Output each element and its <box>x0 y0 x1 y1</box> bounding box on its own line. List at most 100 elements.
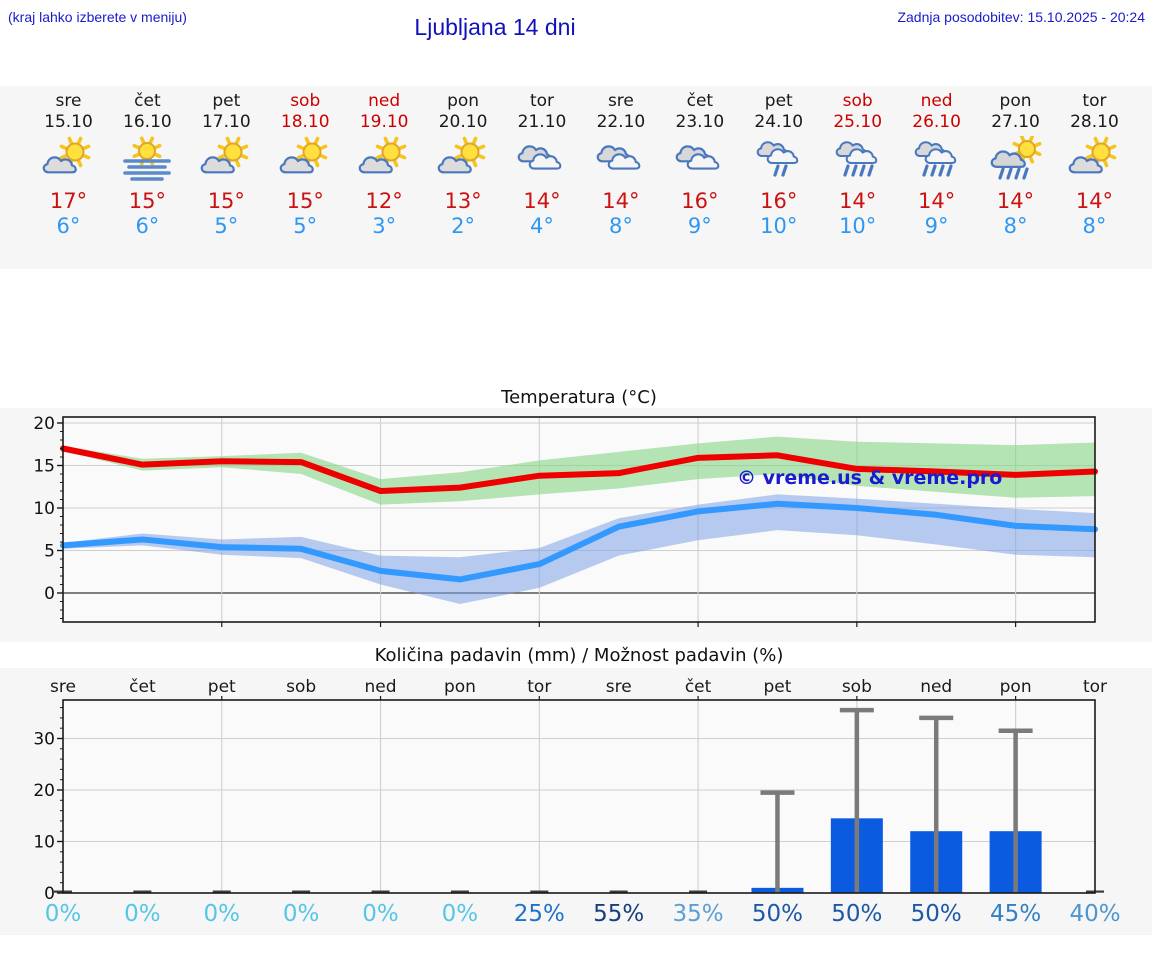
day-date: 16.10 <box>123 112 172 132</box>
precip-day-label: sob <box>286 677 316 697</box>
forecast-day-column: pon 20.10 13° 2° <box>424 86 503 269</box>
sun-fog-icon <box>108 136 187 184</box>
day-date: 24.10 <box>754 112 804 132</box>
temp-high: 15° <box>128 189 166 213</box>
precip-probability-label: 0% <box>362 901 399 927</box>
temp-high: 14° <box>602 189 640 213</box>
svg-text:10: 10 <box>33 499 55 519</box>
precip-probability-label: 0% <box>45 901 82 927</box>
precip-day-label: pon <box>1000 677 1032 697</box>
precip-day-label: pet <box>208 677 236 697</box>
sun-cloud-rain-icon <box>976 134 1055 184</box>
day-name: sob <box>290 91 321 111</box>
forecast-day-column: pet 17.10 15° 5° <box>187 86 266 269</box>
temp-high: 16° <box>760 189 798 213</box>
temp-high: 13° <box>444 189 482 213</box>
precip-day-label: tor <box>527 677 551 697</box>
clouds-rain-4-icon <box>818 136 897 184</box>
day-date: 27.10 <box>991 112 1040 132</box>
temperature-chart-title: Temperatura (°C) <box>501 387 657 408</box>
day-name: pet <box>764 91 793 111</box>
forecast-day-column: sre 22.10 14° 8° <box>581 86 660 269</box>
temp-high: 14° <box>523 189 561 213</box>
location-hint-note: (kraj lahko izberete v meniju) <box>8 9 187 25</box>
watermark: © vreme.us & vreme.pro <box>737 467 1002 489</box>
day-name: čet <box>134 91 161 111</box>
forecast-day-column: ned 26.10 14° 9° <box>897 86 976 269</box>
day-date: 23.10 <box>675 112 725 132</box>
precipitation-chart-title: Količina padavin (mm) / Možnost padavin … <box>374 645 784 666</box>
clouds-icon <box>581 136 660 184</box>
sun-cloud-icon <box>266 136 345 184</box>
sun-cloud-icon <box>424 136 503 184</box>
precip-day-label: ned <box>920 677 952 697</box>
precip-probability-label: 35% <box>673 901 724 927</box>
temp-low: 3° <box>372 214 397 238</box>
temp-low: 5° <box>293 214 318 238</box>
temp-low: 6° <box>56 214 81 238</box>
clouds-rain-4-icon <box>897 136 976 184</box>
day-name: ned <box>920 91 953 111</box>
precip-probability-label: 25% <box>514 901 565 927</box>
temp-low: 9° <box>687 214 712 238</box>
precip-probability-label: 0% <box>204 901 241 927</box>
precip-day-label: sre <box>606 677 632 697</box>
svg-text:0: 0 <box>44 884 55 904</box>
precip-probability-label: 45% <box>990 901 1041 927</box>
precipitation-chart: 0 10 20 30 sre čet pet sob ned pon tor sre čet pet sob… <box>0 668 1152 935</box>
temp-low: 8° <box>608 214 633 238</box>
sun-cloud-icon <box>187 136 266 184</box>
day-name: sob <box>842 91 873 111</box>
forecast-strip: sre 15.10 17° 6° čet 16.10 15° 6° pet 17.10 15° 5°… <box>0 86 1152 269</box>
day-name: pon <box>999 91 1032 111</box>
temp-low: 9° <box>924 214 949 238</box>
precip-probability-label: 0% <box>124 901 161 927</box>
temperature-chart: 0 5 10 15 20 © vreme.us & vreme.pro <box>0 408 1152 642</box>
temp-high: 14° <box>839 189 877 213</box>
temp-low: 2° <box>451 214 475 238</box>
precip-probability-label: 50% <box>911 901 962 927</box>
clouds-rain-2-icon <box>739 136 818 184</box>
precip-probability-label: 50% <box>752 901 803 927</box>
day-date: 21.10 <box>517 112 567 132</box>
day-name: sre <box>607 91 634 111</box>
sun-cloud-icon <box>1055 136 1134 184</box>
day-name: ned <box>368 91 401 111</box>
temp-high: 12° <box>365 189 403 213</box>
temp-high: 17° <box>49 189 88 213</box>
forecast-day-column: ned 19.10 12° 3° <box>345 86 424 269</box>
day-name: čet <box>686 91 714 111</box>
forecast-day-column: sob 25.10 14° 10° <box>818 86 897 269</box>
day-name: pon <box>447 91 480 111</box>
last-update-label: Zadnja posodobitev: 15.10.2025 - 20:24 <box>897 9 1145 25</box>
precip-day-label: sre <box>50 677 76 697</box>
svg-text:5: 5 <box>44 542 55 562</box>
day-name: pet <box>212 91 241 111</box>
precip-day-label: čet <box>685 677 712 697</box>
day-date: 15.10 <box>44 112 93 132</box>
temp-high: 16° <box>681 189 719 213</box>
forecast-day-column: sre 15.10 17° 6° <box>29 86 108 269</box>
clouds-icon <box>660 136 739 184</box>
temp-low: 6° <box>135 214 160 238</box>
precip-probability-label: 0% <box>283 901 320 927</box>
temp-low: 8° <box>1003 214 1028 238</box>
day-date: 25.10 <box>833 112 883 132</box>
forecast-day-column: pet 24.10 16° 10° <box>739 86 818 269</box>
forecast-day-column: tor 28.10 14° 8° <box>1055 86 1134 269</box>
temp-low: 10° <box>760 214 798 238</box>
temp-low: 8° <box>1082 214 1107 238</box>
precip-day-label: ned <box>365 677 397 697</box>
temp-high: 14° <box>996 189 1035 213</box>
svg-text:30: 30 <box>33 730 55 750</box>
page-title: Ljubljana 14 dni <box>414 14 576 40</box>
precip-day-label: pon <box>444 677 476 697</box>
day-date: 17.10 <box>201 112 251 132</box>
sun-cloud-icon <box>345 136 424 184</box>
precip-day-label: pet <box>764 677 792 697</box>
forecast-day-column: čet 23.10 16° 9° <box>660 86 739 269</box>
temp-low: 4° <box>530 214 554 238</box>
day-date: 26.10 <box>912 112 961 132</box>
forecast-day-column: tor 21.10 14° 4° <box>503 86 582 269</box>
sun-cloud-icon <box>29 136 108 184</box>
